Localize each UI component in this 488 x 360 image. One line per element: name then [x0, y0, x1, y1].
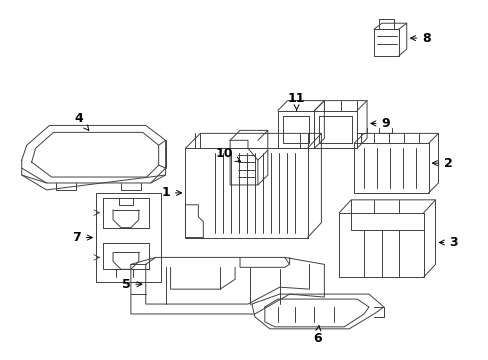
Text: 5: 5: [122, 278, 142, 291]
Text: 3: 3: [439, 236, 457, 249]
Text: 9: 9: [370, 117, 389, 130]
Text: 2: 2: [431, 157, 452, 170]
Text: 1: 1: [161, 186, 181, 199]
Text: 8: 8: [410, 32, 430, 45]
Text: 4: 4: [75, 112, 89, 130]
Text: 6: 6: [312, 326, 321, 345]
Text: 7: 7: [72, 231, 92, 244]
Text: 11: 11: [287, 92, 305, 111]
Text: 10: 10: [215, 147, 240, 161]
